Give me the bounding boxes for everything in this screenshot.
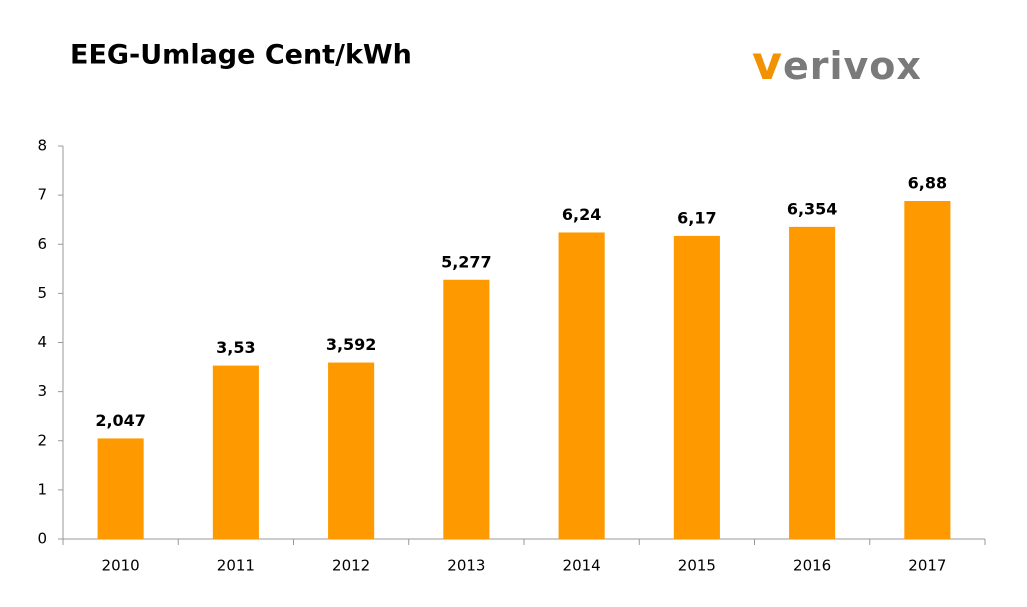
y-tick-label: 7 bbox=[37, 186, 47, 204]
value-label: 3,592 bbox=[326, 335, 377, 354]
value-label: 6,354 bbox=[787, 199, 838, 218]
x-tick-label: 2014 bbox=[563, 557, 601, 575]
bar bbox=[558, 232, 605, 539]
y-tick-label: 3 bbox=[37, 382, 47, 400]
y-tick-label: 0 bbox=[37, 530, 47, 548]
x-tick-label: 2012 bbox=[332, 557, 370, 575]
y-tick-label: 5 bbox=[37, 284, 47, 302]
x-tick-label: 2010 bbox=[102, 557, 140, 575]
bar bbox=[328, 362, 375, 539]
chart-title: EEG-Umlage Cent/kWh bbox=[70, 40, 412, 71]
x-tick-label: 2011 bbox=[217, 557, 255, 575]
bar bbox=[443, 279, 490, 539]
value-label: 2,047 bbox=[95, 411, 146, 430]
value-label: 6,24 bbox=[562, 205, 601, 224]
value-label: 6,17 bbox=[677, 208, 716, 227]
value-label: 6,88 bbox=[908, 174, 947, 193]
value-label: 3,53 bbox=[216, 338, 255, 357]
x-tick-label: 2016 bbox=[793, 557, 831, 575]
y-tick-label: 2 bbox=[37, 431, 47, 449]
x-tick-label: 2015 bbox=[678, 557, 716, 575]
x-tick-label: 2013 bbox=[447, 557, 485, 575]
y-tick-label: 8 bbox=[37, 137, 47, 155]
bar bbox=[673, 235, 720, 539]
bar bbox=[904, 201, 951, 539]
x-tick-label: 2017 bbox=[908, 557, 946, 575]
bar bbox=[789, 226, 836, 540]
logo: verivox bbox=[752, 36, 922, 90]
bar bbox=[97, 438, 144, 539]
value-label: 5,277 bbox=[441, 252, 492, 271]
bar bbox=[212, 365, 259, 539]
y-tick-label: 4 bbox=[37, 333, 47, 351]
y-tick-label: 6 bbox=[37, 235, 47, 253]
y-tick-label: 1 bbox=[37, 480, 47, 498]
